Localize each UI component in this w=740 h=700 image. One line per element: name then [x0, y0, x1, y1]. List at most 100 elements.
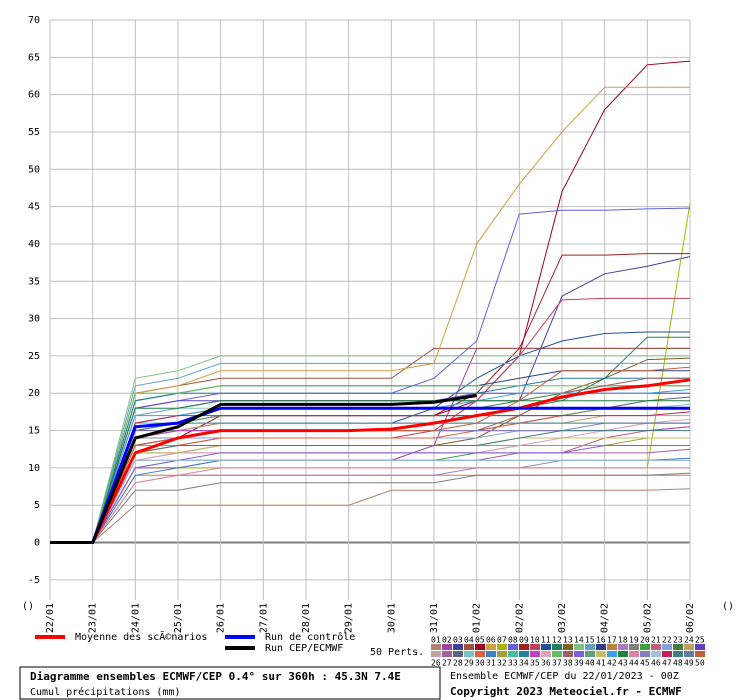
member-label: 18 [618, 636, 628, 645]
axis-end-label: () [722, 601, 734, 612]
series-line [50, 394, 477, 544]
y-tick-label: 60 [28, 90, 40, 101]
series-line [50, 377, 690, 543]
member-label: 40 [585, 659, 595, 668]
member-swatch [607, 644, 617, 650]
x-tick-label: 25/01 [173, 603, 184, 633]
y-tick-label: 70 [28, 15, 40, 26]
x-tick-label: 24/01 [130, 603, 141, 633]
y-tick-label: 25 [28, 351, 40, 362]
member-swatch [442, 651, 452, 657]
legend-label: Run CEP/ECMWF [265, 643, 343, 654]
member-label: 46 [651, 659, 661, 668]
x-tick-label: 23/01 [88, 603, 99, 633]
member-label: 43 [618, 659, 628, 668]
member-label: 11 [541, 636, 551, 645]
member-label: 16 [596, 636, 606, 645]
member-label: 19 [629, 636, 639, 645]
member-swatch [541, 651, 551, 657]
member-label: 21 [651, 636, 661, 645]
chart-title: Diagramme ensembles ECMWF/CEP 0.4° sur 3… [30, 670, 401, 683]
member-label: 07 [497, 636, 507, 645]
member-swatch [673, 651, 683, 657]
member-label: 08 [508, 636, 518, 645]
copyright: Copyright 2023 Meteociel.fr - ECMWF [450, 685, 682, 698]
y-tick-label: 50 [28, 164, 40, 175]
y-tick-label: 65 [28, 52, 40, 63]
member-swatch [486, 644, 496, 650]
axis-end-label: () [22, 601, 34, 612]
member-swatch [530, 644, 540, 650]
y-tick-label: 10 [28, 463, 40, 474]
x-tick-label: 03/02 [557, 603, 568, 633]
member-swatch [673, 644, 683, 650]
member-label: 28 [453, 659, 463, 668]
member-swatch [541, 644, 551, 650]
series-line [50, 362, 690, 543]
y-tick-label: 20 [28, 388, 40, 399]
title-box [19, 666, 441, 700]
series-line [50, 467, 690, 543]
member-label: 38 [563, 659, 573, 668]
member-swatch [662, 644, 672, 650]
member-label: 17 [607, 636, 617, 645]
member-label: 41 [596, 659, 606, 668]
member-swatch [563, 651, 573, 657]
member-swatch [640, 644, 650, 650]
x-tick-label: 31/01 [429, 603, 440, 633]
member-label: 49 [684, 659, 694, 668]
member-swatch [629, 644, 639, 650]
member-label: 22 [662, 636, 672, 645]
member-label: 15 [585, 636, 595, 645]
member-swatch [662, 651, 672, 657]
members-label: 50 Perts. [370, 647, 424, 658]
member-label: 24 [684, 636, 694, 645]
member-label: 32 [497, 659, 507, 668]
x-tick-label: 28/01 [301, 603, 312, 633]
x-tick-label: 06/02 [685, 603, 696, 633]
member-swatch [464, 651, 474, 657]
series-line [50, 422, 690, 543]
member-label: 35 [530, 659, 540, 668]
member-swatch [574, 644, 584, 650]
member-swatch [475, 651, 485, 657]
member-label: 47 [662, 659, 672, 668]
x-tick-label: 29/01 [344, 603, 355, 633]
member-swatch [464, 644, 474, 650]
legend-label: Run de contrôle [265, 631, 355, 643]
member-swatch [629, 651, 639, 657]
member-label: 33 [508, 659, 518, 668]
series-line [50, 400, 690, 543]
member-swatch [552, 651, 562, 657]
member-swatch [684, 651, 694, 657]
y-tick-label: 0 [34, 538, 40, 549]
member-label: 42 [607, 659, 617, 668]
member-label: 01 [431, 636, 441, 645]
series-line [50, 411, 691, 543]
member-swatch [453, 651, 463, 657]
member-swatch [486, 651, 496, 657]
y-tick-label: 5 [34, 500, 40, 511]
member-label: 30 [475, 659, 485, 668]
series-line [50, 445, 690, 543]
series-line [50, 459, 690, 543]
member-label: 37 [552, 659, 562, 668]
member-label: 45 [640, 659, 650, 668]
y-tick-label: -5 [28, 575, 40, 586]
member-label: 44 [629, 659, 639, 668]
y-tick-label: 15 [28, 426, 40, 437]
member-swatch [497, 651, 507, 657]
member-label: 13 [563, 636, 573, 645]
series-line [50, 385, 690, 543]
member-swatch [497, 644, 507, 650]
series-line [50, 86, 690, 543]
member-label: 09 [519, 636, 529, 645]
x-tick-label: 01/02 [472, 603, 483, 633]
member-swatch [431, 644, 441, 650]
member-label: 31 [486, 659, 496, 668]
member-label: 05 [475, 636, 485, 645]
member-swatch [640, 651, 650, 657]
x-tick-label: 05/02 [642, 603, 653, 633]
